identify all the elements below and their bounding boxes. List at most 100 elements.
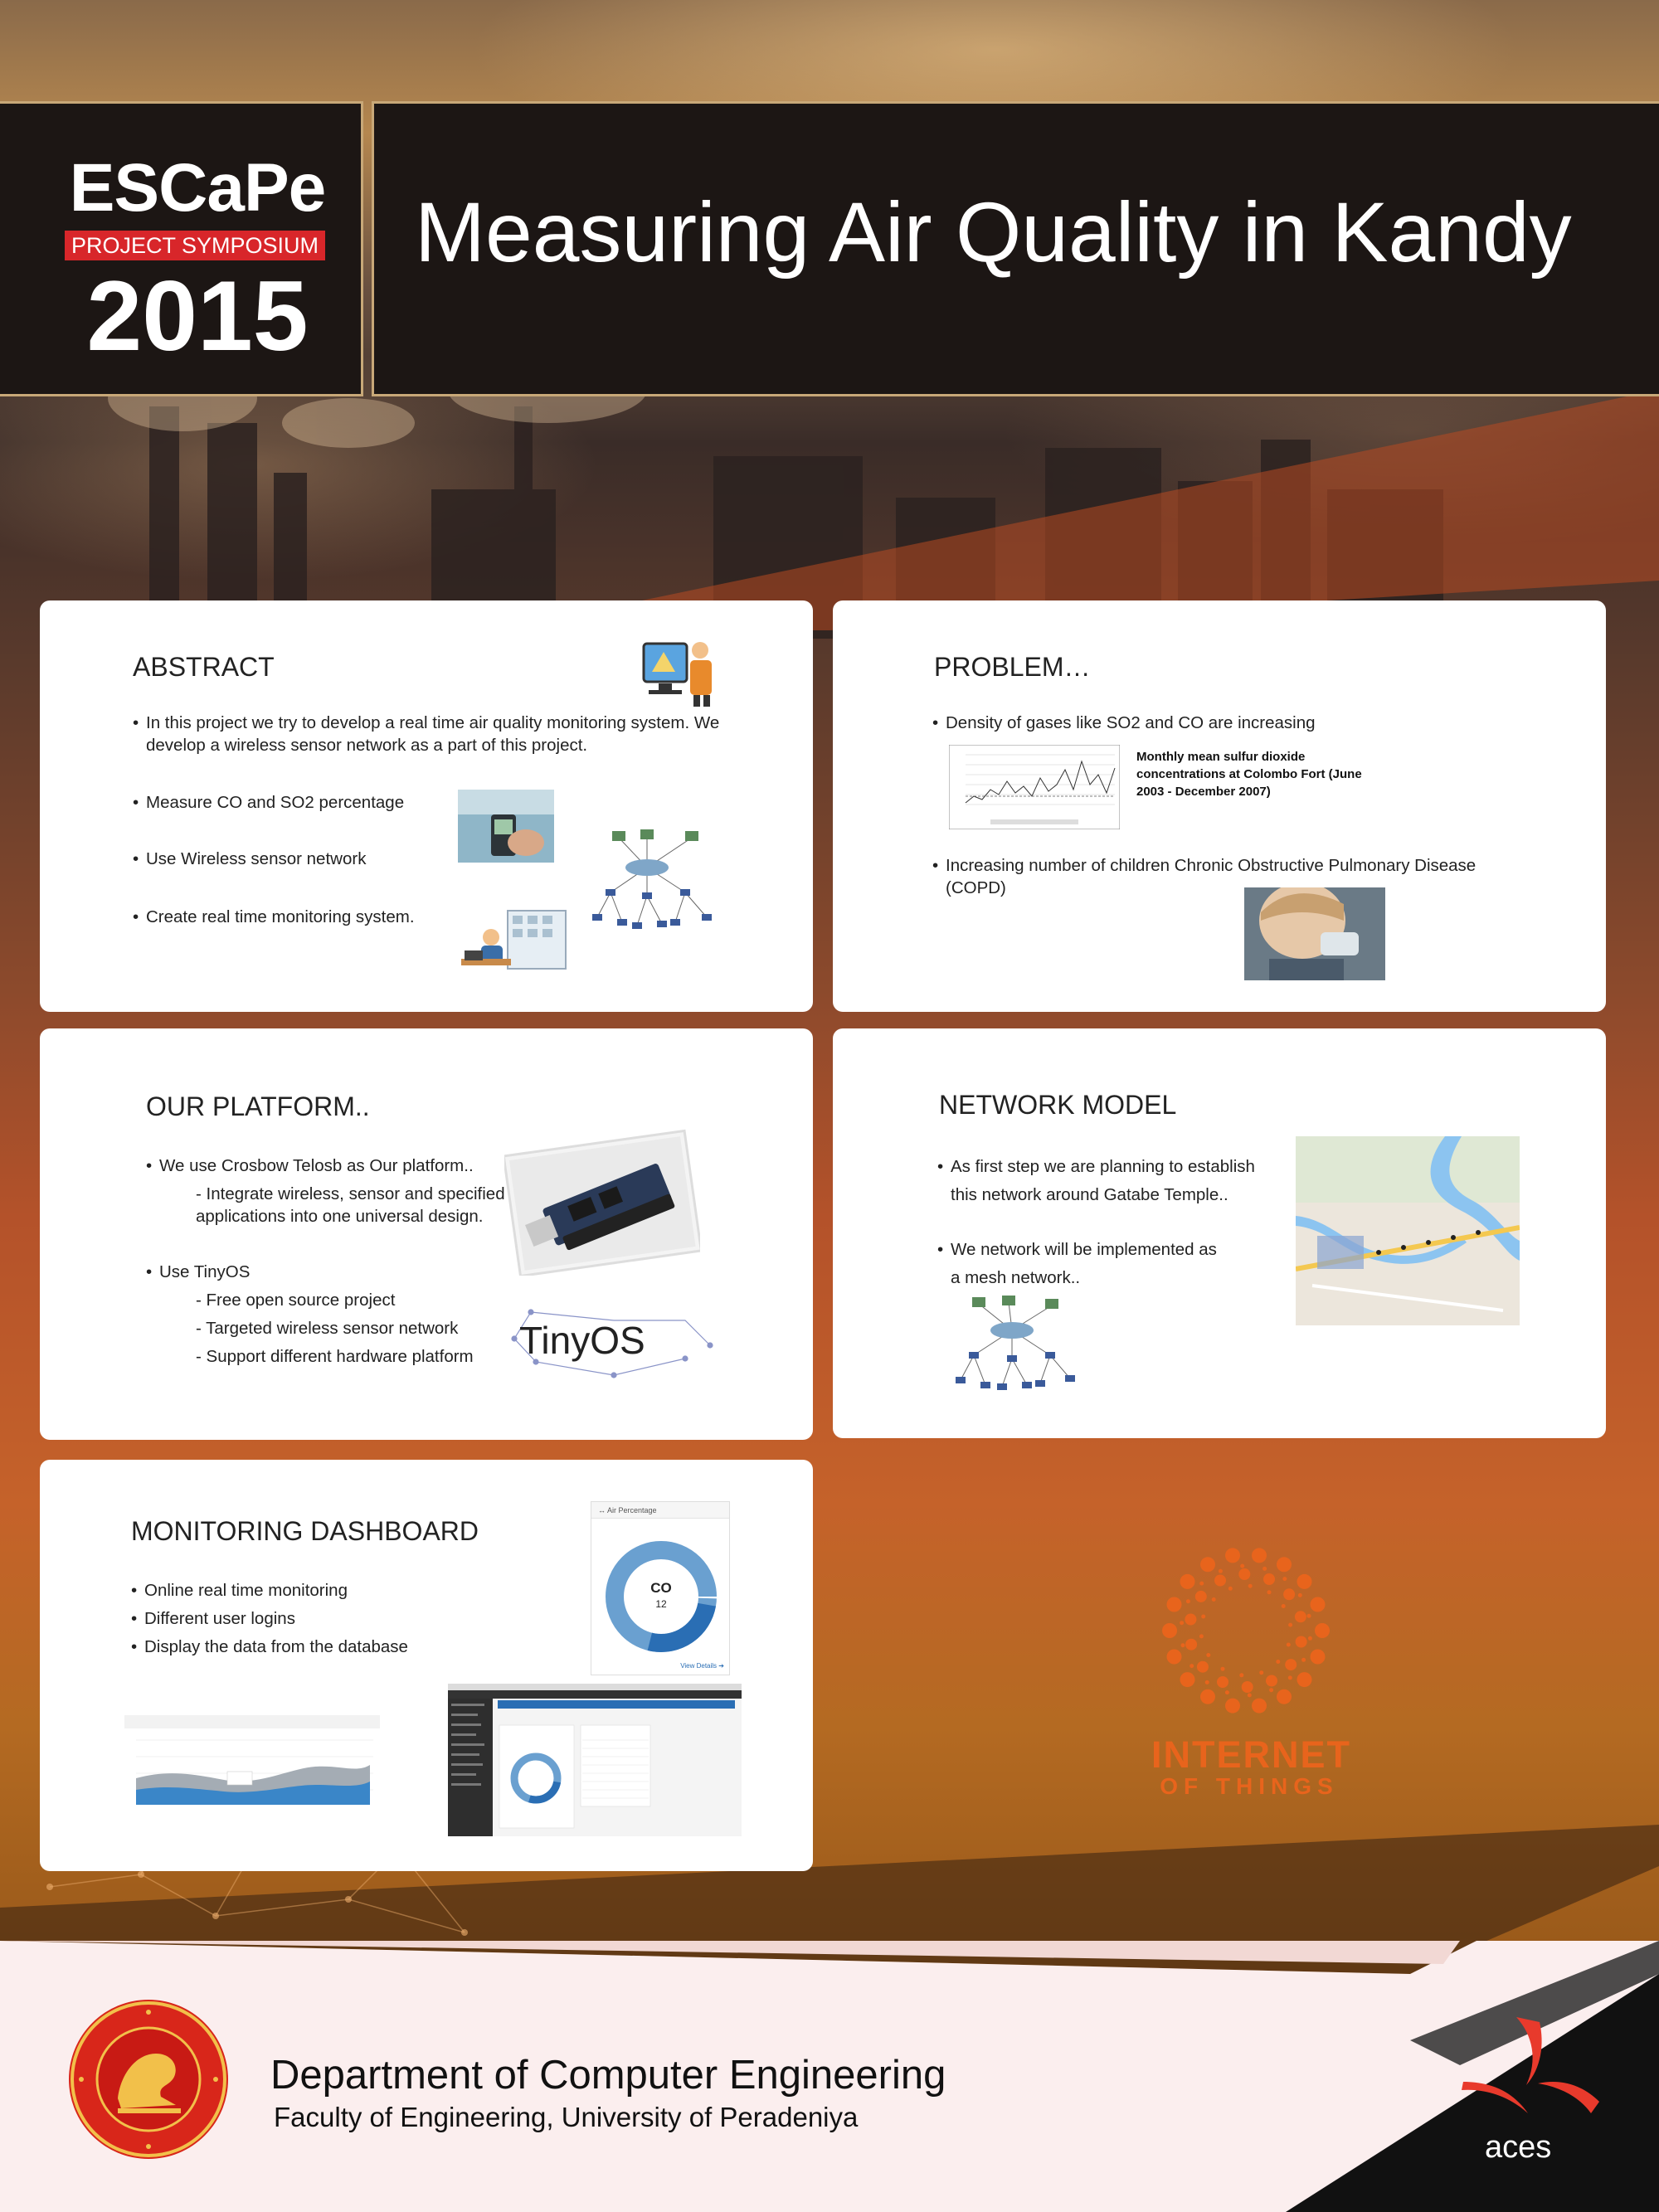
university-seal-logo [69, 2000, 228, 2159]
iot-ring-dot [1252, 1548, 1267, 1563]
dashboard-bullet-2: • Different user logins [131, 1609, 295, 1628]
iot-ring-node [1201, 1614, 1206, 1619]
abstract-title: ABSTRACT [133, 652, 275, 682]
iot-ring-dot [1185, 1638, 1198, 1650]
iot-ring-node [1269, 1688, 1274, 1693]
iot-ring-node [1307, 1636, 1312, 1641]
iot-line-2: OF THINGS [1160, 1773, 1339, 1799]
iot-ring-node [1224, 1690, 1229, 1695]
iot-ring-node [1267, 1590, 1272, 1595]
iot-line-1: INTERNET [1151, 1733, 1351, 1776]
iot-ring-node [1287, 1675, 1292, 1680]
monitoring-clipart-image [461, 910, 567, 970]
iot-ring-dot [1310, 1597, 1326, 1612]
iot-ring-node [1239, 1673, 1244, 1678]
iot-ring-dot [1194, 1590, 1207, 1602]
iot-ring-dot [1200, 1689, 1215, 1704]
iot-ring-dot [1217, 1676, 1228, 1688]
iot-ring-node [1180, 1643, 1185, 1648]
problem-bullet-2: • Increasing number of children Chronic O… [932, 856, 1477, 897]
iot-ring-dot [1225, 1698, 1240, 1714]
sensor-network-diagram [592, 829, 712, 929]
iot-ring-node [1228, 1586, 1233, 1591]
iot-ring-dot [1241, 1681, 1253, 1693]
iot-ring-node [1211, 1597, 1216, 1602]
iot-ring-dot [1297, 1573, 1312, 1589]
iot-ring-node [1185, 1599, 1190, 1604]
iot-ring-dot [1200, 1557, 1215, 1573]
widget-header: ↔ Air Percentage [591, 1502, 729, 1519]
problem-title: PROBLEM… [934, 652, 1091, 682]
footer-background [0, 1941, 1659, 2212]
iot-ring-dot [1266, 1675, 1277, 1687]
iot-ring-node [1281, 1604, 1286, 1608]
dashboard-title: MONITORING DASHBOARD [131, 1516, 479, 1546]
iot-ring-dot [1297, 1672, 1312, 1688]
gauge-label: CO [650, 1580, 672, 1596]
logo-year: 2015 [86, 260, 309, 372]
iot-ring-dot [1180, 1573, 1195, 1589]
telosb-mote-photo [504, 1129, 700, 1276]
iot-ring-node [1297, 1592, 1302, 1597]
iot-ring-node [1220, 1666, 1225, 1671]
network-title: NETWORK MODEL [939, 1090, 1177, 1120]
dashboard-bullet-3: • Display the data from the database [131, 1637, 408, 1656]
iot-ring-dot [1252, 1698, 1267, 1714]
page-title: Measuring Air Quality in Kandy [415, 185, 1572, 280]
symposium-tag: PROJECT SYMPOSIUM [65, 231, 325, 260]
tinyos-logo: TinyOS [511, 1309, 713, 1378]
iot-ring-dot [1166, 1597, 1182, 1612]
dashboard-bullet-1: • Online real time monitoring [131, 1581, 348, 1600]
aces-label: aces [1485, 2130, 1552, 2165]
platform-title: OUR PLATFORM.. [146, 1091, 370, 1121]
dashboard-area-chart-screenshot [124, 1715, 380, 1818]
tinyos-logo-text: TinyOS [519, 1319, 645, 1362]
internet-of-things-icon-ring [1162, 1548, 1330, 1714]
escape-logo-text: ESCaPe [69, 150, 327, 226]
iot-ring-dot [1238, 1568, 1251, 1580]
so2-monthly-chart-image [949, 745, 1120, 829]
iot-ring-dot [1225, 1548, 1240, 1563]
iot-ring-node [1262, 1566, 1267, 1571]
iot-ring-node [1240, 1563, 1245, 1568]
iot-ring-node [1190, 1664, 1194, 1669]
network-bullet-1: • As first step we are planning to establ… [937, 1157, 1255, 1204]
title-box [372, 101, 1659, 396]
iot-ring-node [1286, 1642, 1291, 1647]
iot-ring-dot [1214, 1574, 1226, 1587]
iot-ring-node [1288, 1622, 1293, 1627]
presenter-clipart-image [642, 642, 712, 707]
iot-ring-node [1276, 1660, 1281, 1664]
iot-ring-dot [1315, 1623, 1330, 1638]
abstract-bullet-4: • Create real time monitoring system. [133, 907, 415, 926]
iot-ring-node [1248, 1583, 1253, 1588]
iot-ring-node [1199, 1581, 1204, 1586]
iot-ring-dot [1185, 1613, 1197, 1626]
iot-ring-node [1218, 1568, 1223, 1573]
iot-ring-dot [1310, 1649, 1326, 1665]
platform-bullet-2: • Use TinyOS [146, 1262, 251, 1281]
iot-ring-dot [1180, 1672, 1195, 1688]
iot-ring-node [1206, 1653, 1211, 1657]
widget-header-icon: ↔ [598, 1506, 608, 1514]
iot-ring-dot [1285, 1659, 1297, 1671]
iot-ring-node [1282, 1577, 1287, 1582]
tinyos-sub-3: - Support different hardware platform [196, 1347, 474, 1366]
view-details-link[interactable]: View Details ➔ [680, 1662, 724, 1670]
iot-ring-dot [1277, 1557, 1292, 1573]
child-inhaler-photo [1244, 887, 1385, 980]
platform-bullet-1: • We use Crosbow Telosb as Our platform.. [146, 1156, 474, 1175]
iot-ring-node [1204, 1680, 1209, 1685]
problem-bullet-1: • Density of gases like SO2 and CO are in… [932, 713, 1316, 732]
tinyos-sub-2: - Targeted wireless sensor network [196, 1319, 459, 1338]
iot-ring-node [1306, 1613, 1311, 1618]
gatabe-area-map [1296, 1136, 1520, 1325]
iot-ring-node [1247, 1693, 1252, 1698]
abstract-bullet-3: • Use Wireless sensor network [133, 849, 367, 868]
network-bullet-2: • We network will be implemented as a mes… [937, 1240, 1217, 1287]
faculty-name: Faculty of Engineering, University of Pe… [274, 2102, 859, 2132]
iot-ring-dot [1277, 1689, 1292, 1704]
abstract-bullet-2: • Measure CO and SO2 percentage [133, 793, 405, 812]
air-percentage-widget: ↔ Air Percentage CO 12 View Details ➔ [591, 1501, 730, 1675]
iot-ring-dot [1295, 1636, 1307, 1648]
